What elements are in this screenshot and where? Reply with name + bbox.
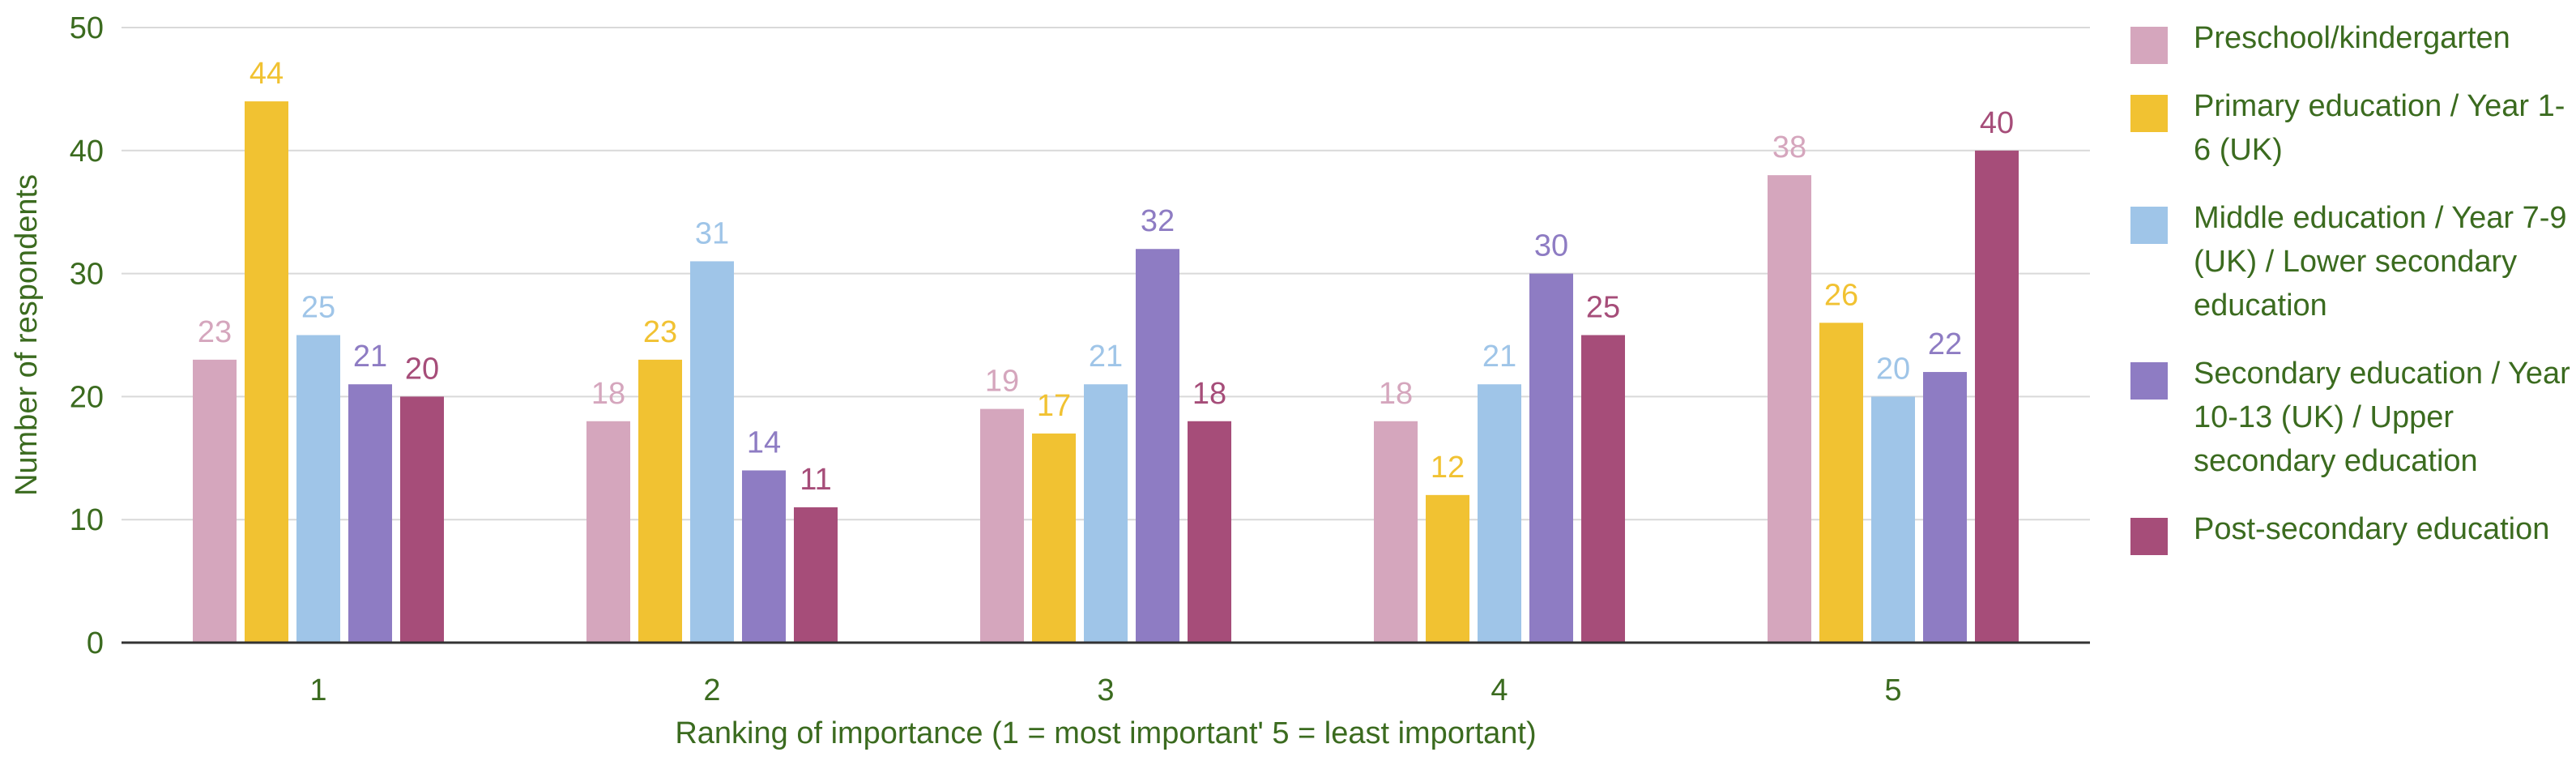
bar: [1478, 384, 1521, 643]
data-label: 21: [1089, 340, 1123, 374]
y-axis-label: Number of respondents: [10, 174, 44, 496]
bar: [1975, 150, 2019, 643]
bar: [1188, 421, 1231, 643]
x-tick-label: 1: [309, 673, 326, 707]
bar: [980, 408, 1024, 643]
x-tick-label: 3: [1097, 673, 1114, 707]
data-label: 21: [353, 340, 387, 374]
legend-label: Preschool/kindergarten: [2194, 21, 2510, 55]
y-tick-label: 10: [70, 503, 104, 537]
data-label: 14: [747, 425, 781, 459]
legend-swatch: [2130, 95, 2168, 132]
bar: [348, 384, 392, 643]
legend-label: Post-secondary education: [2194, 512, 2550, 546]
bar: [638, 359, 682, 643]
data-label: 26: [1824, 278, 1858, 312]
legend-swatch: [2130, 27, 2168, 64]
data-label: 17: [1037, 389, 1071, 423]
x-axis-ticks: 1 2 3 4 5: [309, 673, 1901, 707]
bar: [296, 335, 340, 643]
bar: [742, 470, 786, 643]
bar: [245, 101, 288, 643]
data-label: 18: [1379, 377, 1413, 411]
data-label: 40: [1980, 106, 2014, 140]
bar: [794, 507, 838, 643]
data-label: 22: [1928, 327, 1962, 361]
data-label: 19: [985, 365, 1019, 399]
bar: [586, 421, 630, 643]
bar: [690, 261, 734, 643]
data-label: 12: [1431, 451, 1465, 485]
legend-item: Preschool/kindergarten: [2130, 16, 2572, 64]
data-label: 20: [405, 352, 439, 386]
legend-swatch: [2130, 362, 2168, 400]
legend-item: Secondary education / Year 10-13 (UK) / …: [2130, 352, 2572, 483]
bar: [1374, 421, 1418, 643]
x-tick-label: 5: [1884, 673, 1901, 707]
data-label: 21: [1482, 340, 1516, 374]
legend-label: Primary education / Year 1-6 (UK): [2194, 89, 2565, 167]
y-tick-label: 0: [87, 626, 104, 660]
bar: [1136, 249, 1179, 643]
bar: [193, 359, 237, 643]
bar: [1871, 396, 1915, 643]
data-label: 31: [695, 216, 729, 250]
bar: [1084, 384, 1128, 643]
data-label: 23: [643, 315, 677, 349]
x-tick-label: 4: [1491, 673, 1508, 707]
bars: 23 44 25 21 20 18 23 31 14 11 19 17 21 32 18 18 12 21 30 25…: [193, 57, 2019, 643]
y-axis-ticks: 0 10 20 30 40 50: [70, 11, 104, 660]
legend-item: Primary education / Year 1-6 (UK): [2130, 84, 2572, 172]
data-label: 18: [1192, 377, 1226, 411]
data-label: 23: [198, 315, 232, 349]
bar: [1581, 335, 1625, 643]
legend-swatch: [2130, 207, 2168, 244]
y-tick-label: 40: [70, 135, 104, 169]
y-tick-label: 30: [70, 258, 104, 292]
data-label: 38: [1772, 130, 1806, 165]
data-label: 25: [301, 291, 335, 325]
data-label: 11: [800, 463, 831, 497]
bar: [1529, 273, 1573, 643]
y-tick-label: 20: [70, 380, 104, 414]
data-label: 44: [249, 57, 284, 91]
bar: [1923, 372, 1967, 643]
data-label: 25: [1586, 291, 1620, 325]
data-label: 30: [1534, 229, 1568, 263]
data-label: 18: [591, 377, 625, 411]
data-label: 20: [1876, 352, 1910, 386]
gridlines: [122, 27, 2090, 521]
data-label: 32: [1141, 204, 1175, 238]
legend-label: Secondary education / Year 10-13 (UK) / …: [2194, 357, 2570, 478]
bar: [400, 396, 444, 643]
legend-label: Middle education / Year 7-9 (UK) / Lower…: [2194, 201, 2567, 323]
legend-item: Middle education / Year 7-9 (UK) / Lower…: [2130, 196, 2572, 327]
y-tick-label: 50: [70, 11, 104, 45]
legend-swatch: [2130, 518, 2168, 555]
bar: [1032, 433, 1076, 643]
x-axis-label: Ranking of importance (1 = most importan…: [675, 716, 1536, 750]
bar: [1819, 323, 1863, 643]
chart-legend: Preschool/kindergarten Primary education …: [2130, 16, 2572, 575]
legend-item: Post-secondary education: [2130, 507, 2572, 555]
bar: [1768, 175, 1811, 643]
x-tick-label: 2: [703, 673, 720, 707]
bar: [1426, 494, 1469, 643]
